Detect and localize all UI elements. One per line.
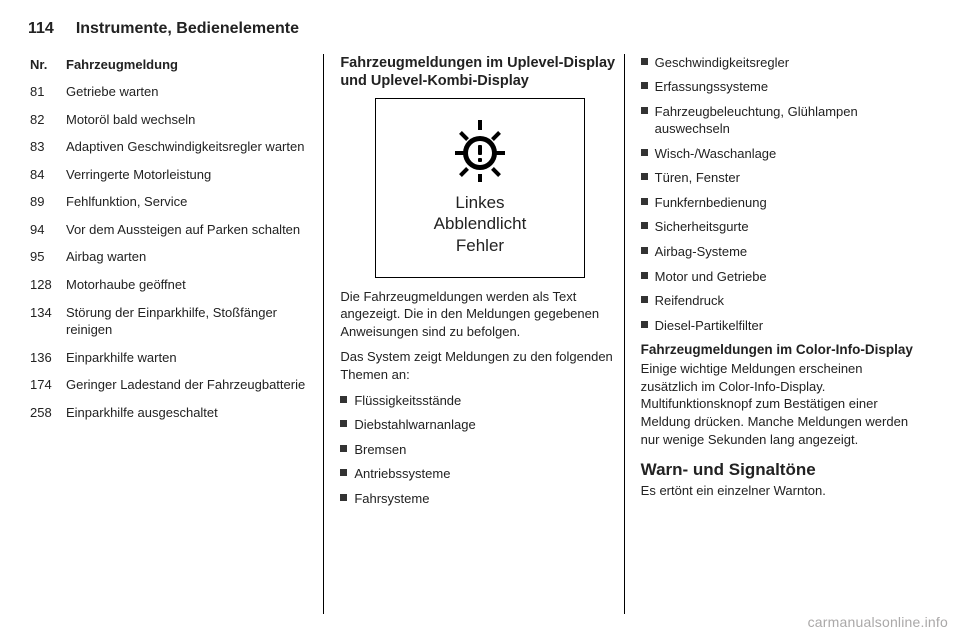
column-separator (323, 54, 324, 614)
chapter-title: Instrumente, Bedienelemente (76, 18, 299, 40)
col-header-msg: Fahrzeugmeldung (66, 56, 305, 82)
paragraph: Das System zeigt Meldungen zu den folgen… (340, 348, 619, 383)
table-row: 134Störung der Einparkhilfe, Stoß­fänger… (30, 304, 305, 347)
list-item: Wisch-/Waschanlage (641, 145, 920, 163)
paragraph: Es ertönt ein einzelner Warnton. (641, 482, 920, 500)
table-row: 95Airbag warten (30, 248, 305, 274)
column-2: Fahrzeugmeldungen im Uplevel-Display und… (328, 54, 619, 614)
list-item: Diesel-Partikelfilter (641, 317, 920, 335)
list-item: Flüssigkeitsstände (340, 392, 619, 410)
page-number: 114 (28, 18, 54, 40)
content-columns: Nr. Fahrzeugmeldung 81Getriebe warten 82… (28, 54, 932, 614)
display-illustration: Linkes Abblendlicht Fehler (375, 98, 585, 278)
col-header-nr: Nr. (30, 56, 64, 82)
section-title: Fahrzeugmeldungen im Uplevel-Display und… (340, 54, 619, 90)
section-title: Warn- und Signaltöne (641, 460, 920, 480)
list-item: Fahrsysteme (340, 490, 619, 508)
column-1: Nr. Fahrzeugmeldung 81Getriebe warten 82… (28, 54, 319, 614)
list-item: Motor und Getriebe (641, 268, 920, 286)
table-row: 82Motoröl bald wechseln (30, 111, 305, 137)
table-row: 84Verringerte Motorleistung (30, 166, 305, 192)
list-item: Fahrzeugbeleuchtung, Glüh­lampen auswech… (641, 103, 920, 138)
column-3: Geschwindigkeitsregler Erfassungssysteme… (629, 54, 932, 614)
paragraph: Einige wichtige Meldungen erschei­nen zu… (641, 360, 920, 448)
column-separator (624, 54, 625, 614)
table-row: 81Getriebe warten (30, 83, 305, 109)
list-item: Reifendruck (641, 292, 920, 310)
paragraph: Die Fahrzeugmeldungen werden als Text an… (340, 288, 619, 341)
table-row: 128Motorhaube geöffnet (30, 276, 305, 302)
list-item: Erfassungssysteme (641, 78, 920, 96)
table-row: 94Vor dem Aussteigen auf Parken schalten (30, 221, 305, 247)
list-item: Bremsen (340, 441, 619, 459)
list-item: Antriebssysteme (340, 465, 619, 483)
subheading: Fahrzeugmeldungen im Color-Info-Display (641, 342, 920, 358)
list-item: Airbag-Systeme (641, 243, 920, 261)
watermark: carmanualsonline.info (808, 613, 948, 632)
list-item: Sicherheitsgurte (641, 218, 920, 236)
message-table: Nr. Fahrzeugmeldung 81Getriebe warten 82… (28, 54, 307, 432)
topic-list-continued: Geschwindigkeitsregler Erfassungssysteme… (641, 54, 920, 335)
table-row: 83Adaptiven Geschwindigkeits­regler wart… (30, 138, 305, 164)
list-item: Funkfernbedienung (641, 194, 920, 212)
table-row: 174Geringer Ladestand der Fahr­zeugbatte… (30, 376, 305, 402)
warning-bulb-icon (445, 120, 515, 187)
list-item: Türen, Fenster (641, 169, 920, 187)
page-header: 114 Instrumente, Bedienelemente (28, 18, 932, 40)
topic-list: Flüssigkeitsstände Diebstahlwarnanlage B… (340, 392, 619, 508)
display-text: Linkes Abblendlicht Fehler (434, 192, 527, 256)
list-item: Diebstahlwarnanlage (340, 416, 619, 434)
table-row: 258Einparkhilfe ausgeschaltet (30, 404, 305, 430)
table-row: 136Einparkhilfe warten (30, 349, 305, 375)
table-row: 89Fehlfunktion, Service (30, 193, 305, 219)
list-item: Geschwindigkeitsregler (641, 54, 920, 72)
